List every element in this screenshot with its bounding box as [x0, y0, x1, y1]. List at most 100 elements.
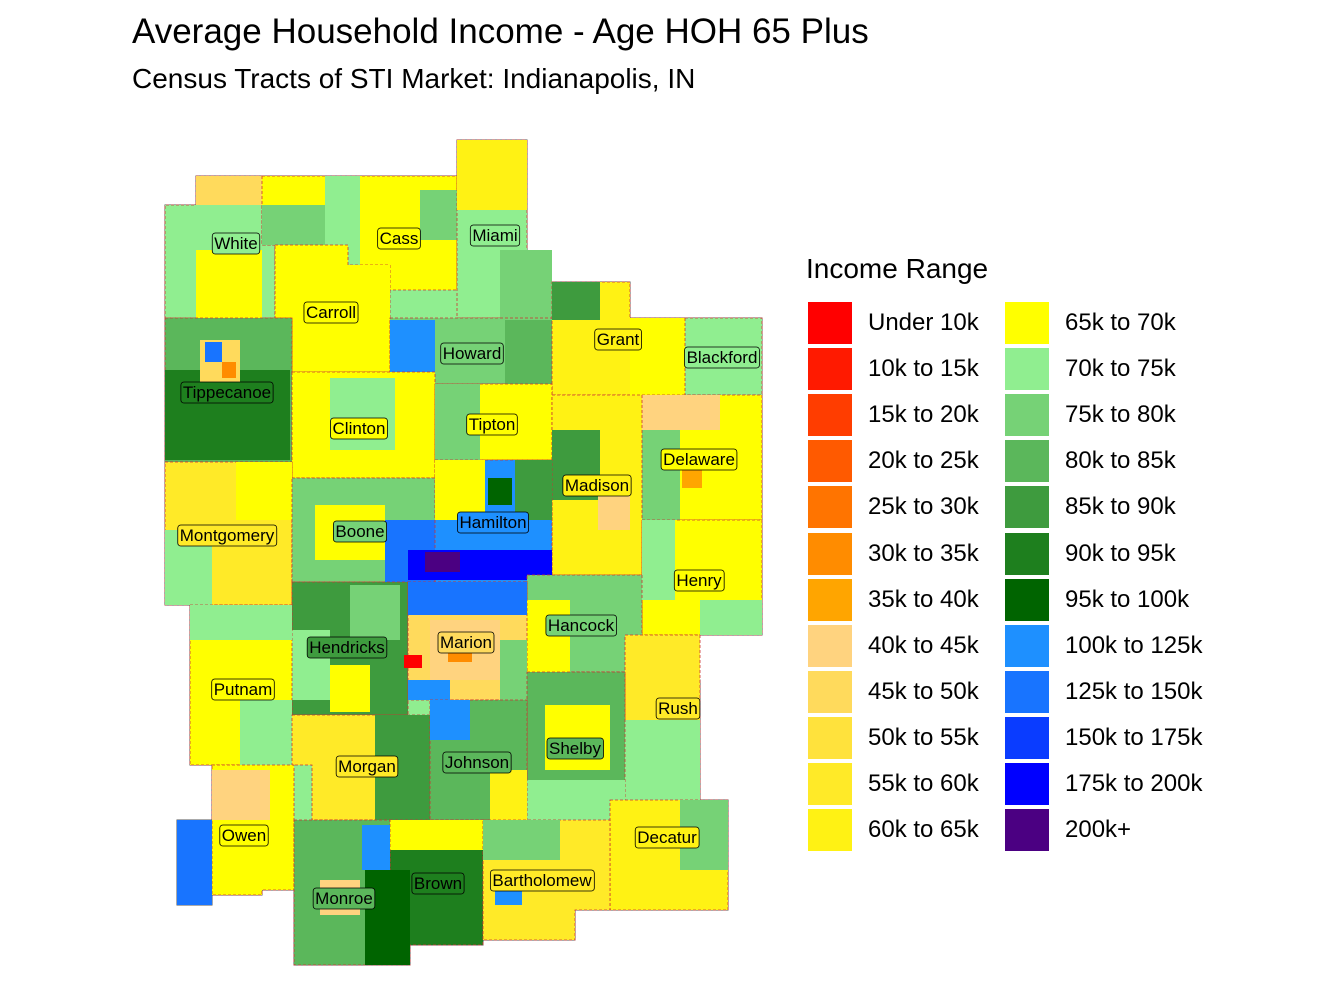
county-label: Boone — [333, 520, 387, 543]
county-label-text: Tipton — [469, 415, 516, 434]
county-label-box — [655, 697, 701, 720]
legend-swatch — [808, 440, 852, 483]
legend-item: 50k to 55k — [806, 715, 1006, 761]
legend: Income Range Under 10k 10k to 15k 15k to 2… — [806, 252, 1236, 862]
county-label-text: Clinton — [333, 419, 386, 438]
legend-item: Under 10k — [806, 300, 1006, 346]
legend-item: 200k+ — [1003, 807, 1203, 853]
tract-delaware-1 — [642, 395, 720, 430]
legend-label: 25k to 30k — [868, 493, 979, 521]
legend-label: 55k to 60k — [868, 770, 979, 797]
tract-brown-1 — [390, 820, 483, 850]
county-label-box — [660, 448, 738, 471]
legend-item: 95k to 100k — [1003, 577, 1203, 623]
legend-item: 40k to 45k — [806, 623, 1006, 669]
legend-swatch — [1005, 578, 1049, 621]
tract-miami-1 — [457, 140, 527, 210]
tract-owen-1 — [212, 770, 270, 820]
legend-label: 15k to 20k — [868, 401, 979, 429]
county-label-box — [377, 227, 421, 250]
county-label-box — [303, 301, 359, 324]
legend-swatch — [1005, 670, 1049, 713]
tract-grant-2 — [630, 318, 685, 395]
county-label-text: Madison — [565, 476, 629, 495]
county-label: Morgan — [335, 755, 399, 778]
legend-label: 35k to 40k — [868, 585, 979, 613]
legend-swatch — [1005, 532, 1049, 575]
legend-item: 35k to 40k — [806, 577, 1006, 623]
county-label: Owen — [219, 824, 269, 847]
county-label: Putnam — [211, 678, 275, 701]
tract-montgomery-2 — [236, 462, 292, 520]
county-label-text: Montgomery — [180, 526, 275, 545]
tract-morgan-1 — [375, 715, 430, 820]
tract-putnam-1 — [190, 605, 292, 640]
tract-cass-2 — [262, 205, 325, 245]
county-label-text: Miami — [472, 226, 517, 245]
tract-monroe-2 — [365, 870, 410, 965]
tract-howard-2 — [505, 320, 552, 384]
legend-label: 30k to 35k — [868, 539, 979, 567]
county-label-text: Tippecanoe — [183, 383, 271, 402]
county-label-box — [489, 869, 595, 892]
tract-putnam-2 — [240, 700, 292, 765]
legend-swatch — [1005, 440, 1049, 483]
county-label-box — [457, 511, 529, 534]
county-label-text: Carroll — [306, 303, 356, 322]
county-label-box — [546, 737, 604, 760]
tract-hendricks-2 — [330, 665, 370, 712]
county-label-box — [312, 887, 376, 910]
tract-white-1 — [196, 176, 262, 205]
legend-item: 100k to 125k — [1003, 623, 1203, 669]
county-label: Blackford — [684, 346, 760, 369]
county-label-text: Cass — [380, 229, 419, 248]
county-label-text: White — [214, 234, 257, 253]
legend-swatch — [1005, 394, 1049, 437]
tract-delaware-3 — [682, 468, 702, 488]
legend-swatch — [808, 532, 852, 575]
tract-johnson-2 — [490, 770, 527, 820]
legend-label: 100k to 125k — [1065, 631, 1203, 659]
legend-label: 90k to 95k — [1065, 539, 1176, 567]
legend-swatch — [808, 394, 852, 437]
tract-hamilton-3 — [515, 460, 552, 520]
county-label-text: Delaware — [663, 450, 735, 469]
tract-howard-1 — [390, 320, 435, 384]
legend-swatch — [1005, 624, 1049, 667]
tract-delaware-2 — [642, 430, 680, 520]
county-label-box — [211, 232, 261, 255]
county-label: Monroe — [312, 887, 376, 910]
county-label-text: Blackford — [687, 348, 758, 367]
county-label-box — [469, 224, 521, 247]
county-label: Johnson — [442, 751, 512, 774]
legend-swatch — [1005, 486, 1049, 529]
tract-henry-1 — [642, 520, 675, 600]
tract-tippecanoe-4 — [222, 362, 236, 378]
county-label: Montgomery — [177, 524, 278, 547]
legend-label: 50k to 55k — [868, 723, 979, 751]
county-label-box — [437, 631, 495, 654]
legend-item: 30k to 35k — [806, 531, 1006, 577]
county-label-text: Hamilton — [459, 513, 526, 532]
legend-swatch — [808, 809, 852, 852]
county-label-box — [545, 614, 617, 637]
tract-marion-3 — [404, 655, 422, 668]
legend-label: 60k to 65k — [868, 816, 979, 844]
county-label: Marion — [437, 631, 495, 654]
tract-tipton-1 — [435, 384, 480, 460]
county-label: Delaware — [660, 448, 738, 471]
legend-label: 95k to 100k — [1065, 585, 1190, 613]
county-label-text: Monroe — [315, 889, 373, 908]
county-label-text: Owen — [222, 826, 266, 845]
county-label-box — [219, 824, 269, 847]
tract-monroe-1 — [362, 825, 390, 870]
tract-johnson-1 — [430, 700, 470, 740]
county-label-box — [673, 569, 725, 592]
tract-hamilton-1 — [435, 460, 485, 520]
tract-madison-2 — [598, 490, 630, 530]
legend-label: 40k to 45k — [868, 631, 979, 659]
tract-marion-5 — [500, 640, 527, 700]
legend-label: 70k to 75k — [1065, 355, 1176, 383]
county-label-box — [306, 636, 388, 659]
